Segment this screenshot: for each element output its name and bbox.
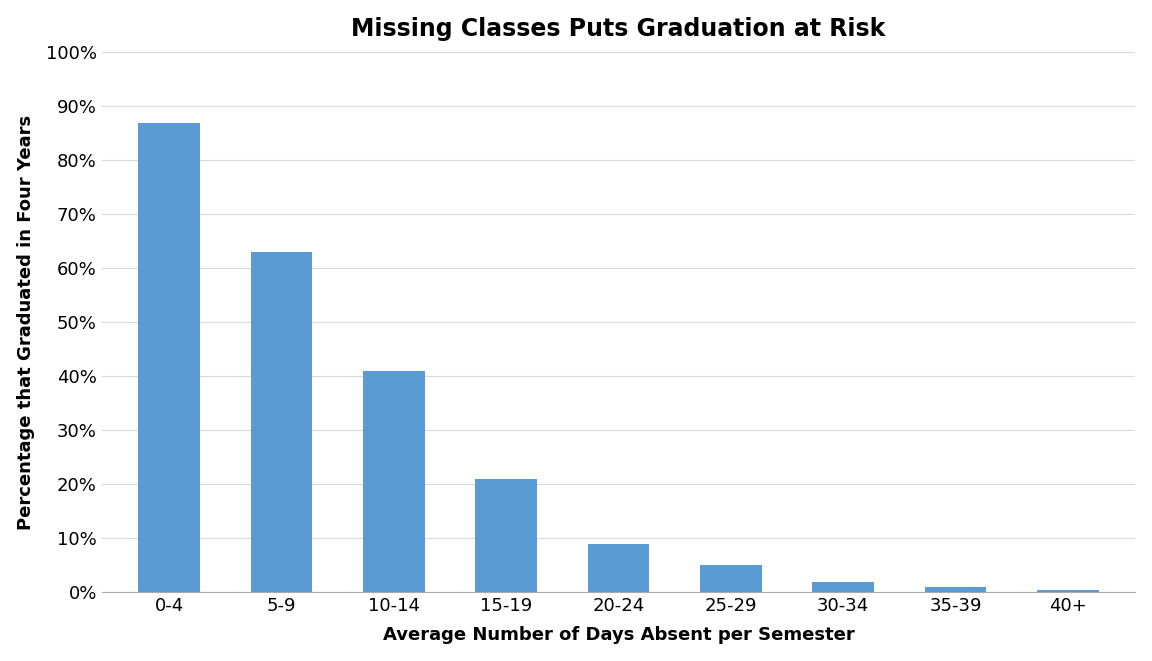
Bar (700, 565, 761, 592)
Bar (588, 544, 650, 592)
Bar (476, 479, 537, 592)
Bar (250, 252, 312, 592)
Bar (138, 122, 200, 592)
X-axis label: Average Number of Days Absent per Semester: Average Number of Days Absent per Semest… (382, 627, 855, 644)
Bar (363, 371, 425, 592)
Bar (1037, 590, 1099, 592)
Bar (812, 582, 874, 592)
Title: Missing Classes Puts Graduation at Risk: Missing Classes Puts Graduation at Risk (351, 17, 886, 41)
Bar (925, 587, 986, 592)
Y-axis label: Percentage that Graduated in Four Years: Percentage that Graduated in Four Years (16, 115, 35, 530)
